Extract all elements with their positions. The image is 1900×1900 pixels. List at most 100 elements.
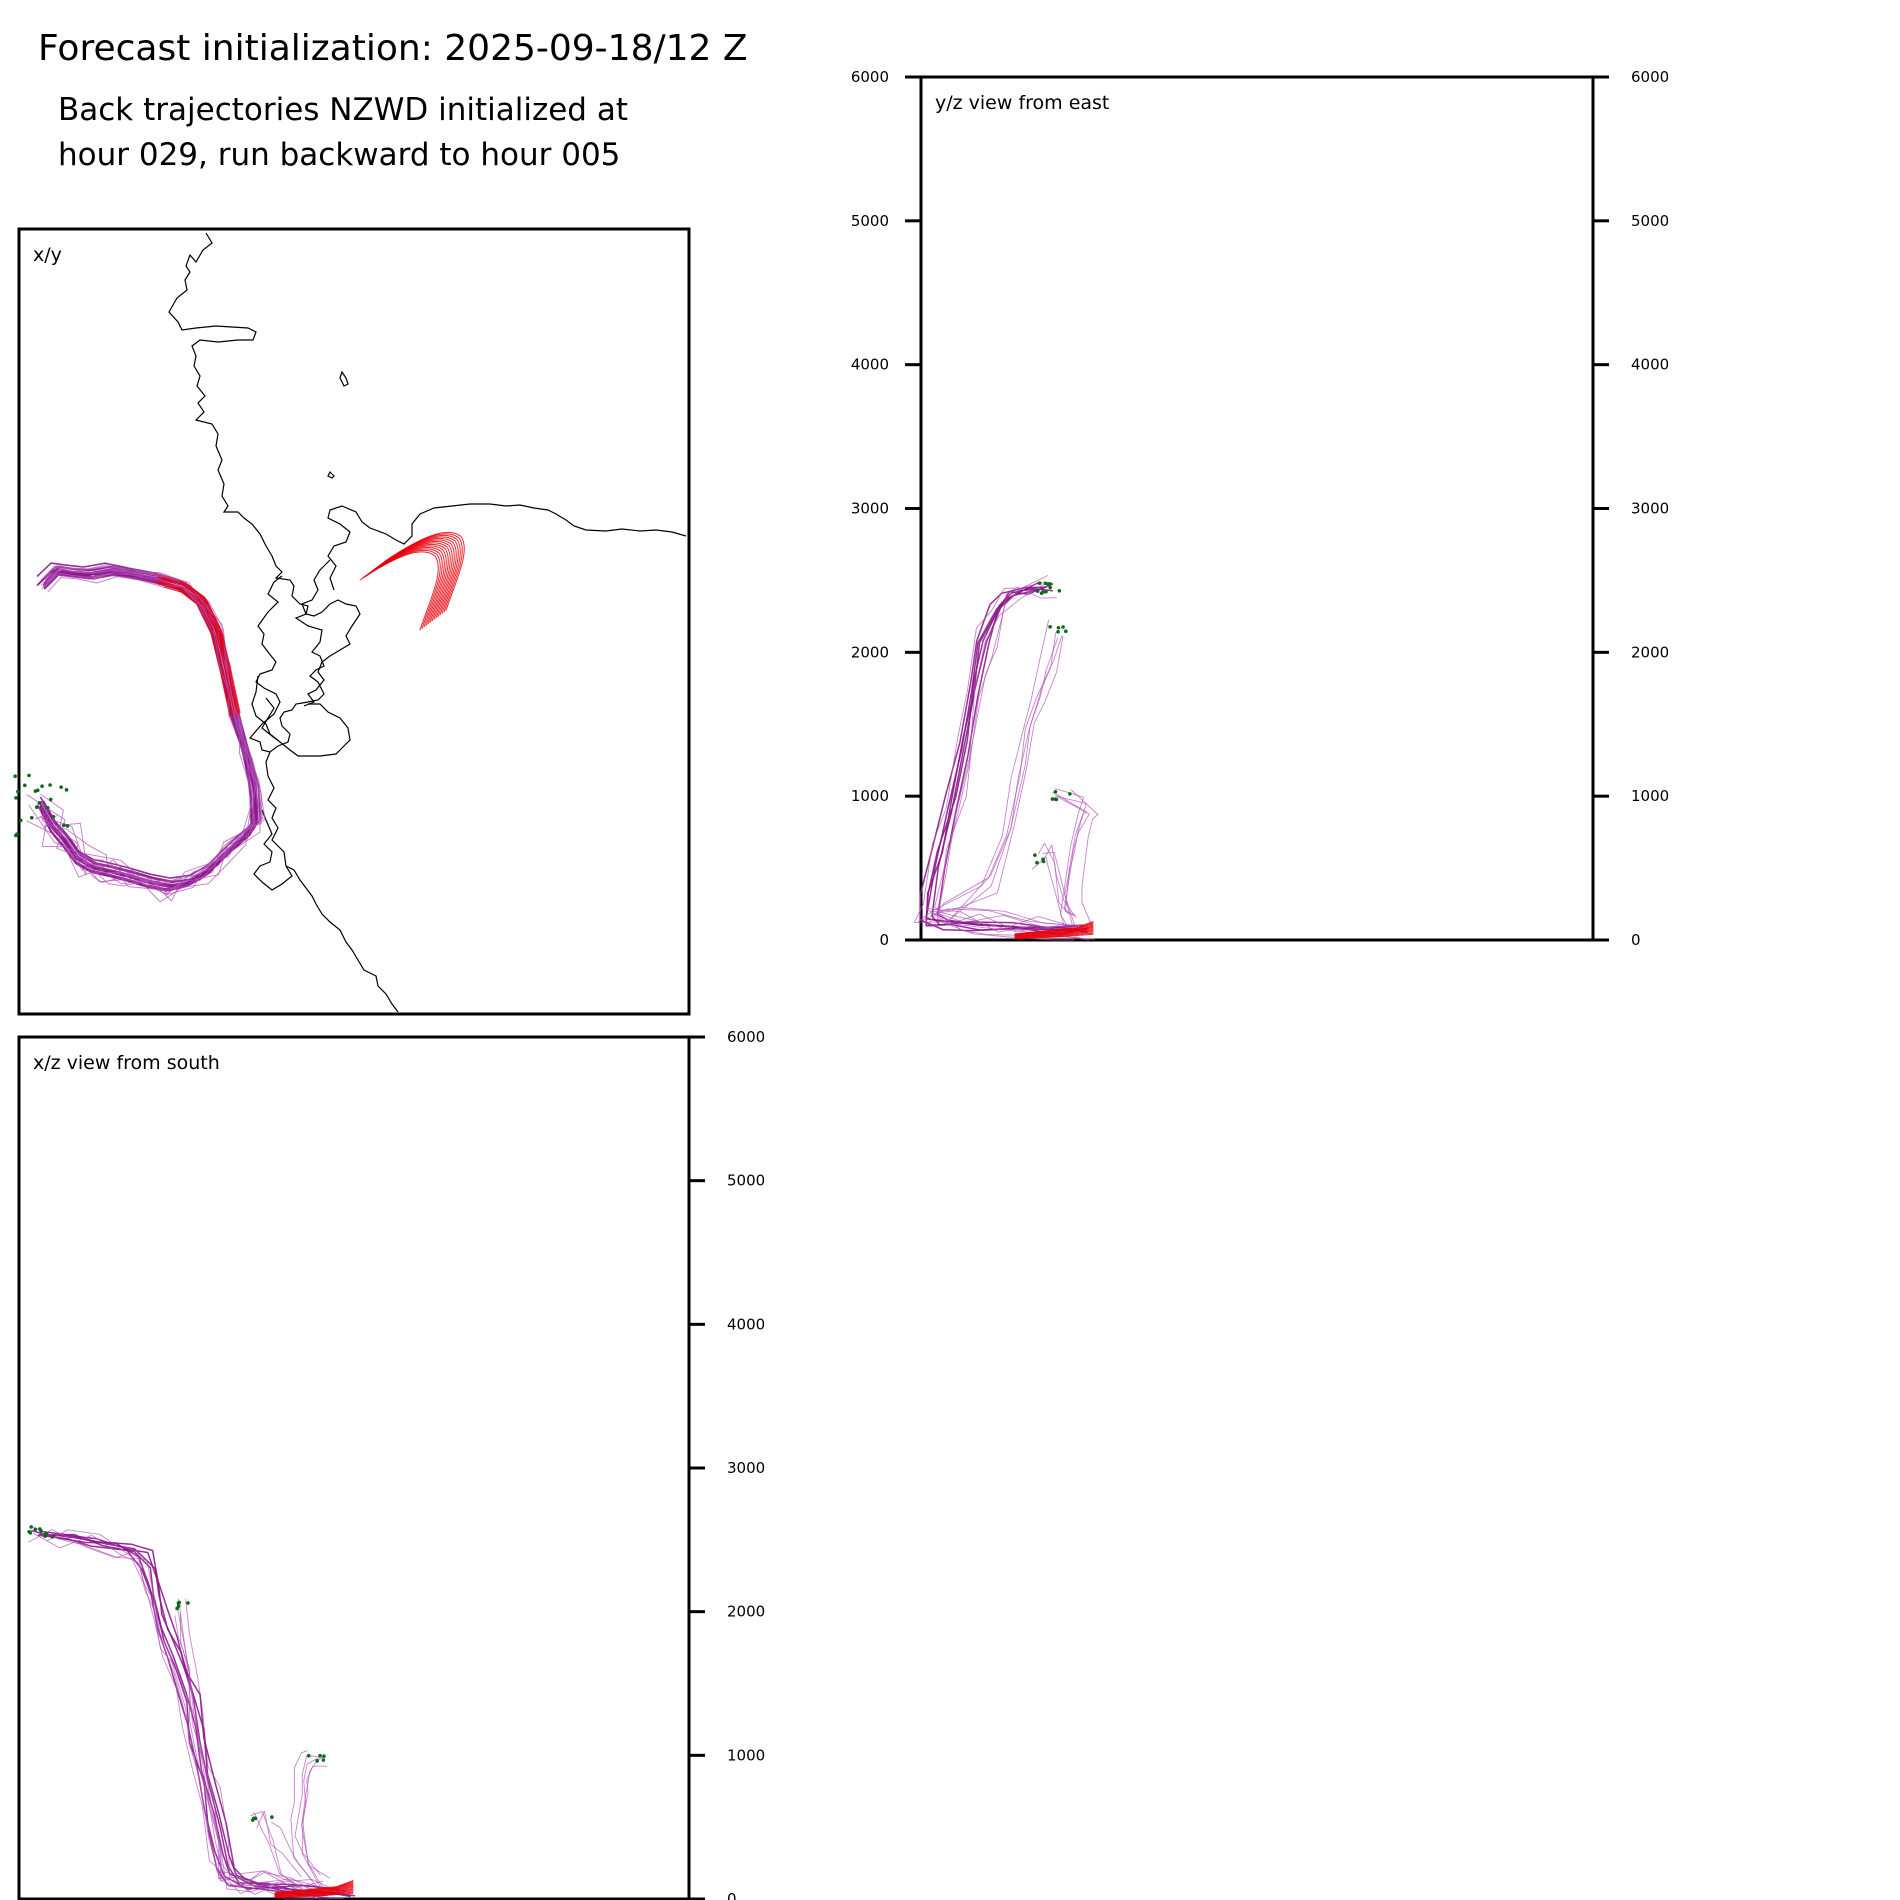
panel-xz-frame <box>17 1035 691 1900</box>
trajectory-line <box>28 571 256 884</box>
trajectory-endpoint <box>1056 630 1060 634</box>
trajectory-endpoint <box>321 1758 326 1762</box>
trajectory-endpoint <box>1037 581 1042 585</box>
trajectory-endpoint <box>1068 792 1072 796</box>
panel-yz-frame <box>919 75 1595 942</box>
y-tick-label: 0 <box>879 931 889 949</box>
trajectory-endpoint <box>50 1535 55 1539</box>
trajectory-line <box>1054 788 1085 934</box>
trajectory-endpoint <box>1041 857 1045 862</box>
trajectory-endpoint <box>51 814 56 819</box>
trajectory-endpoint <box>1050 797 1055 801</box>
panel-xy-frame <box>17 227 691 1016</box>
panel-xz-label: x/z view from south <box>33 1052 220 1074</box>
trajectory-endpoint <box>14 833 18 838</box>
trajectory-endpoint <box>1046 582 1051 586</box>
trajectory-line <box>913 582 1076 941</box>
y-tick-label: 2000 <box>851 643 889 661</box>
trajectory-endpoint <box>27 773 31 778</box>
trajectory-init-line <box>274 1884 354 1895</box>
trajectory-line <box>301 1765 331 1879</box>
panel-xy: x/y <box>13 227 691 1016</box>
y-tick-label: 1000 <box>851 787 889 805</box>
trajectory-line <box>290 1750 313 1882</box>
coastline <box>168 232 687 1013</box>
coastline-lower <box>251 675 351 891</box>
chart-title: Forecast initialization: 2025-09-18/12 Z <box>38 28 748 69</box>
trajectory-endpoint <box>64 788 69 792</box>
subtitle-line-1: Back trajectories NZWD initialized at <box>58 92 628 128</box>
trajectory-endpoint <box>253 1816 258 1821</box>
y-tick-label: 3000 <box>851 500 889 518</box>
trajectory-endpoint <box>1057 588 1062 593</box>
trajectory-line <box>26 574 255 902</box>
trajectory-endpoint <box>29 815 34 820</box>
trajectory-init-line <box>1014 932 1094 939</box>
y-tick-label: 3000 <box>1631 500 1669 518</box>
trajectory-endpoint <box>37 801 42 805</box>
xy-endpoints <box>13 773 70 838</box>
trajectory-endpoint <box>1064 629 1068 633</box>
trajectory-endpoint <box>45 805 50 810</box>
trajectory-init-line <box>274 1885 354 1896</box>
y-tick-label: 2000 <box>727 1603 765 1621</box>
trajectory-init-line <box>1014 933 1094 940</box>
trajectory-line <box>934 582 1088 932</box>
trajectory-line <box>40 565 261 886</box>
trajectory-endpoint <box>1044 589 1048 594</box>
y-tick-label: 1000 <box>727 1746 765 1764</box>
trajectory-endpoint <box>250 1818 255 1822</box>
trajectory-line <box>32 1532 331 1898</box>
trajectory-start-segment <box>163 577 241 714</box>
xz-axis: 0 1000 2000 3000 4000 5000 6000 <box>689 1028 765 1900</box>
trajectory-endpoint <box>48 783 52 787</box>
trajectory-line <box>925 637 1072 933</box>
trajectory-init-line <box>274 1891 354 1898</box>
trajectory-endpoint <box>16 789 20 794</box>
trajectory-line <box>179 1613 324 1889</box>
trajectory-init-line <box>274 1880 354 1894</box>
trajectory-init-line <box>274 1889 354 1897</box>
coastline-peninsula <box>301 559 361 707</box>
trajectory-init-line <box>1014 923 1094 936</box>
trajectory-line <box>35 566 256 895</box>
y-tick-label: 4000 <box>727 1315 765 1333</box>
coastline-south <box>285 865 399 1013</box>
trajectory-line <box>177 1609 325 1893</box>
y-tick-label: 2000 <box>1631 643 1669 661</box>
trajectory-init-line <box>1014 931 1094 939</box>
trajectory-line <box>46 1529 343 1895</box>
y-tick-label: 1000 <box>1631 787 1669 805</box>
trajectory-line <box>1042 851 1077 930</box>
trajectory-init-line <box>274 1890 354 1898</box>
trajectory-line <box>253 1811 304 1890</box>
trajectory-line <box>936 575 1090 941</box>
trajectory-endpoint <box>1043 581 1048 586</box>
trajectory-endpoint <box>1053 797 1058 801</box>
yz-trajectories <box>913 575 1099 941</box>
trajectory-endpoint <box>65 824 70 828</box>
yz-endpoints <box>1033 581 1072 865</box>
y-tick-label: 0 <box>1631 931 1641 949</box>
trajectory-line <box>919 586 1079 932</box>
trajectory-endpoint <box>59 785 63 789</box>
coastline-harbour <box>327 503 687 591</box>
trajectory-line <box>41 576 254 903</box>
trajectory-init-line <box>274 1888 354 1897</box>
trajectory-endpoint <box>1061 625 1065 629</box>
trajectory-init-line <box>274 1892 354 1899</box>
trajectory-endpoint <box>176 1604 181 1608</box>
y-tick-label: 5000 <box>727 1172 765 1190</box>
y-tick-label: 6000 <box>1631 68 1669 86</box>
trajectory-endpoint <box>38 1527 42 1531</box>
subtitle-line-2: hour 029, run backward to hour 005 <box>58 137 621 173</box>
trajectory-endpoint <box>28 1531 33 1535</box>
island-a <box>339 370 349 387</box>
trajectory-endpoint <box>1035 860 1039 865</box>
trajectory-endpoint <box>29 1525 33 1529</box>
trajectory-line <box>931 588 1084 929</box>
trajectory-line <box>1055 795 1087 932</box>
trajectory-endpoint <box>1039 591 1044 595</box>
trajectory-init-line <box>1014 930 1094 938</box>
trajectory-line <box>935 635 1082 939</box>
